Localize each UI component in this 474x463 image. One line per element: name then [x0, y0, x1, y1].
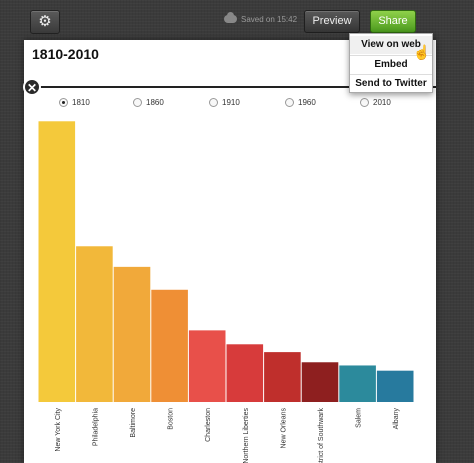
- year-option-2010[interactable]: 2010: [360, 98, 391, 107]
- hand-cursor-icon: ☝: [413, 44, 431, 60]
- share-button[interactable]: Share: [370, 10, 416, 33]
- category-label: New York City: [55, 408, 62, 452]
- bar-chart: New York City Philadelphia Baltimore Boston…: [38, 121, 414, 463]
- menu-item-send-to-twitter[interactable]: Send to Twitter: [350, 74, 432, 93]
- bar-baltimore[interactable]: [113, 266, 151, 402]
- category-label: Charleston: [205, 408, 212, 442]
- year-option-1860[interactable]: 1860: [133, 98, 164, 107]
- bar-salem[interactable]: [339, 365, 376, 402]
- radio-icon[interactable]: [209, 98, 218, 107]
- saved-text: Saved on 15:42: [241, 15, 298, 24]
- category-label: Philadelphia: [92, 408, 99, 446]
- chart-card: 1810-2010 1810 1860 1910 1960 2010 New Y…: [24, 40, 436, 463]
- preview-button[interactable]: Preview: [304, 10, 360, 33]
- bar-new-orleans[interactable]: [264, 352, 301, 402]
- settings-button[interactable]: ⚙: [30, 10, 60, 34]
- bar-philadelphia[interactable]: [76, 246, 113, 402]
- chart-title[interactable]: 1810-2010: [32, 46, 99, 62]
- year-option-1810[interactable]: 1810: [59, 98, 90, 107]
- category-label: Baltimore: [130, 408, 137, 438]
- menu-item-view-on-web[interactable]: View on web: [350, 36, 432, 54]
- category-label: New Orleans: [280, 408, 287, 449]
- bar-albany[interactable]: [376, 370, 414, 402]
- menu-item-embed[interactable]: Embed: [350, 55, 432, 74]
- gear-icon: ⚙: [38, 13, 52, 30]
- bar-boston[interactable]: [151, 289, 188, 402]
- year-selector: 1810 1860 1910 1960 2010: [24, 98, 436, 114]
- year-option-1910[interactable]: 1910: [209, 98, 240, 107]
- bar-northern-liberties[interactable]: [226, 344, 264, 402]
- category-label: Albany: [393, 408, 400, 430]
- bar-new-york-city[interactable]: [38, 121, 76, 402]
- year-option-1960[interactable]: 1960: [285, 98, 316, 107]
- radio-icon[interactable]: [285, 98, 294, 107]
- radio-icon[interactable]: [360, 98, 369, 107]
- saved-status: Saved on 15:42: [224, 12, 298, 24]
- radio-icon[interactable]: [59, 98, 68, 107]
- share-menu: View on web Embed Send to Twitter ☝: [349, 33, 433, 93]
- category-label: District of Southwark: [318, 408, 325, 463]
- top-toolbar: ⚙ Saved on 15:42 Preview Share: [0, 0, 474, 36]
- bar-charleston[interactable]: [188, 330, 226, 402]
- close-button[interactable]: ✕: [23, 78, 41, 96]
- bar-district-of-southwark[interactable]: [301, 362, 339, 402]
- category-label: Boston: [168, 408, 175, 430]
- radio-icon[interactable]: [133, 98, 142, 107]
- category-label: Northern Liberties: [243, 408, 250, 463]
- category-label: Salem: [356, 408, 363, 428]
- cloud-icon: [224, 12, 237, 23]
